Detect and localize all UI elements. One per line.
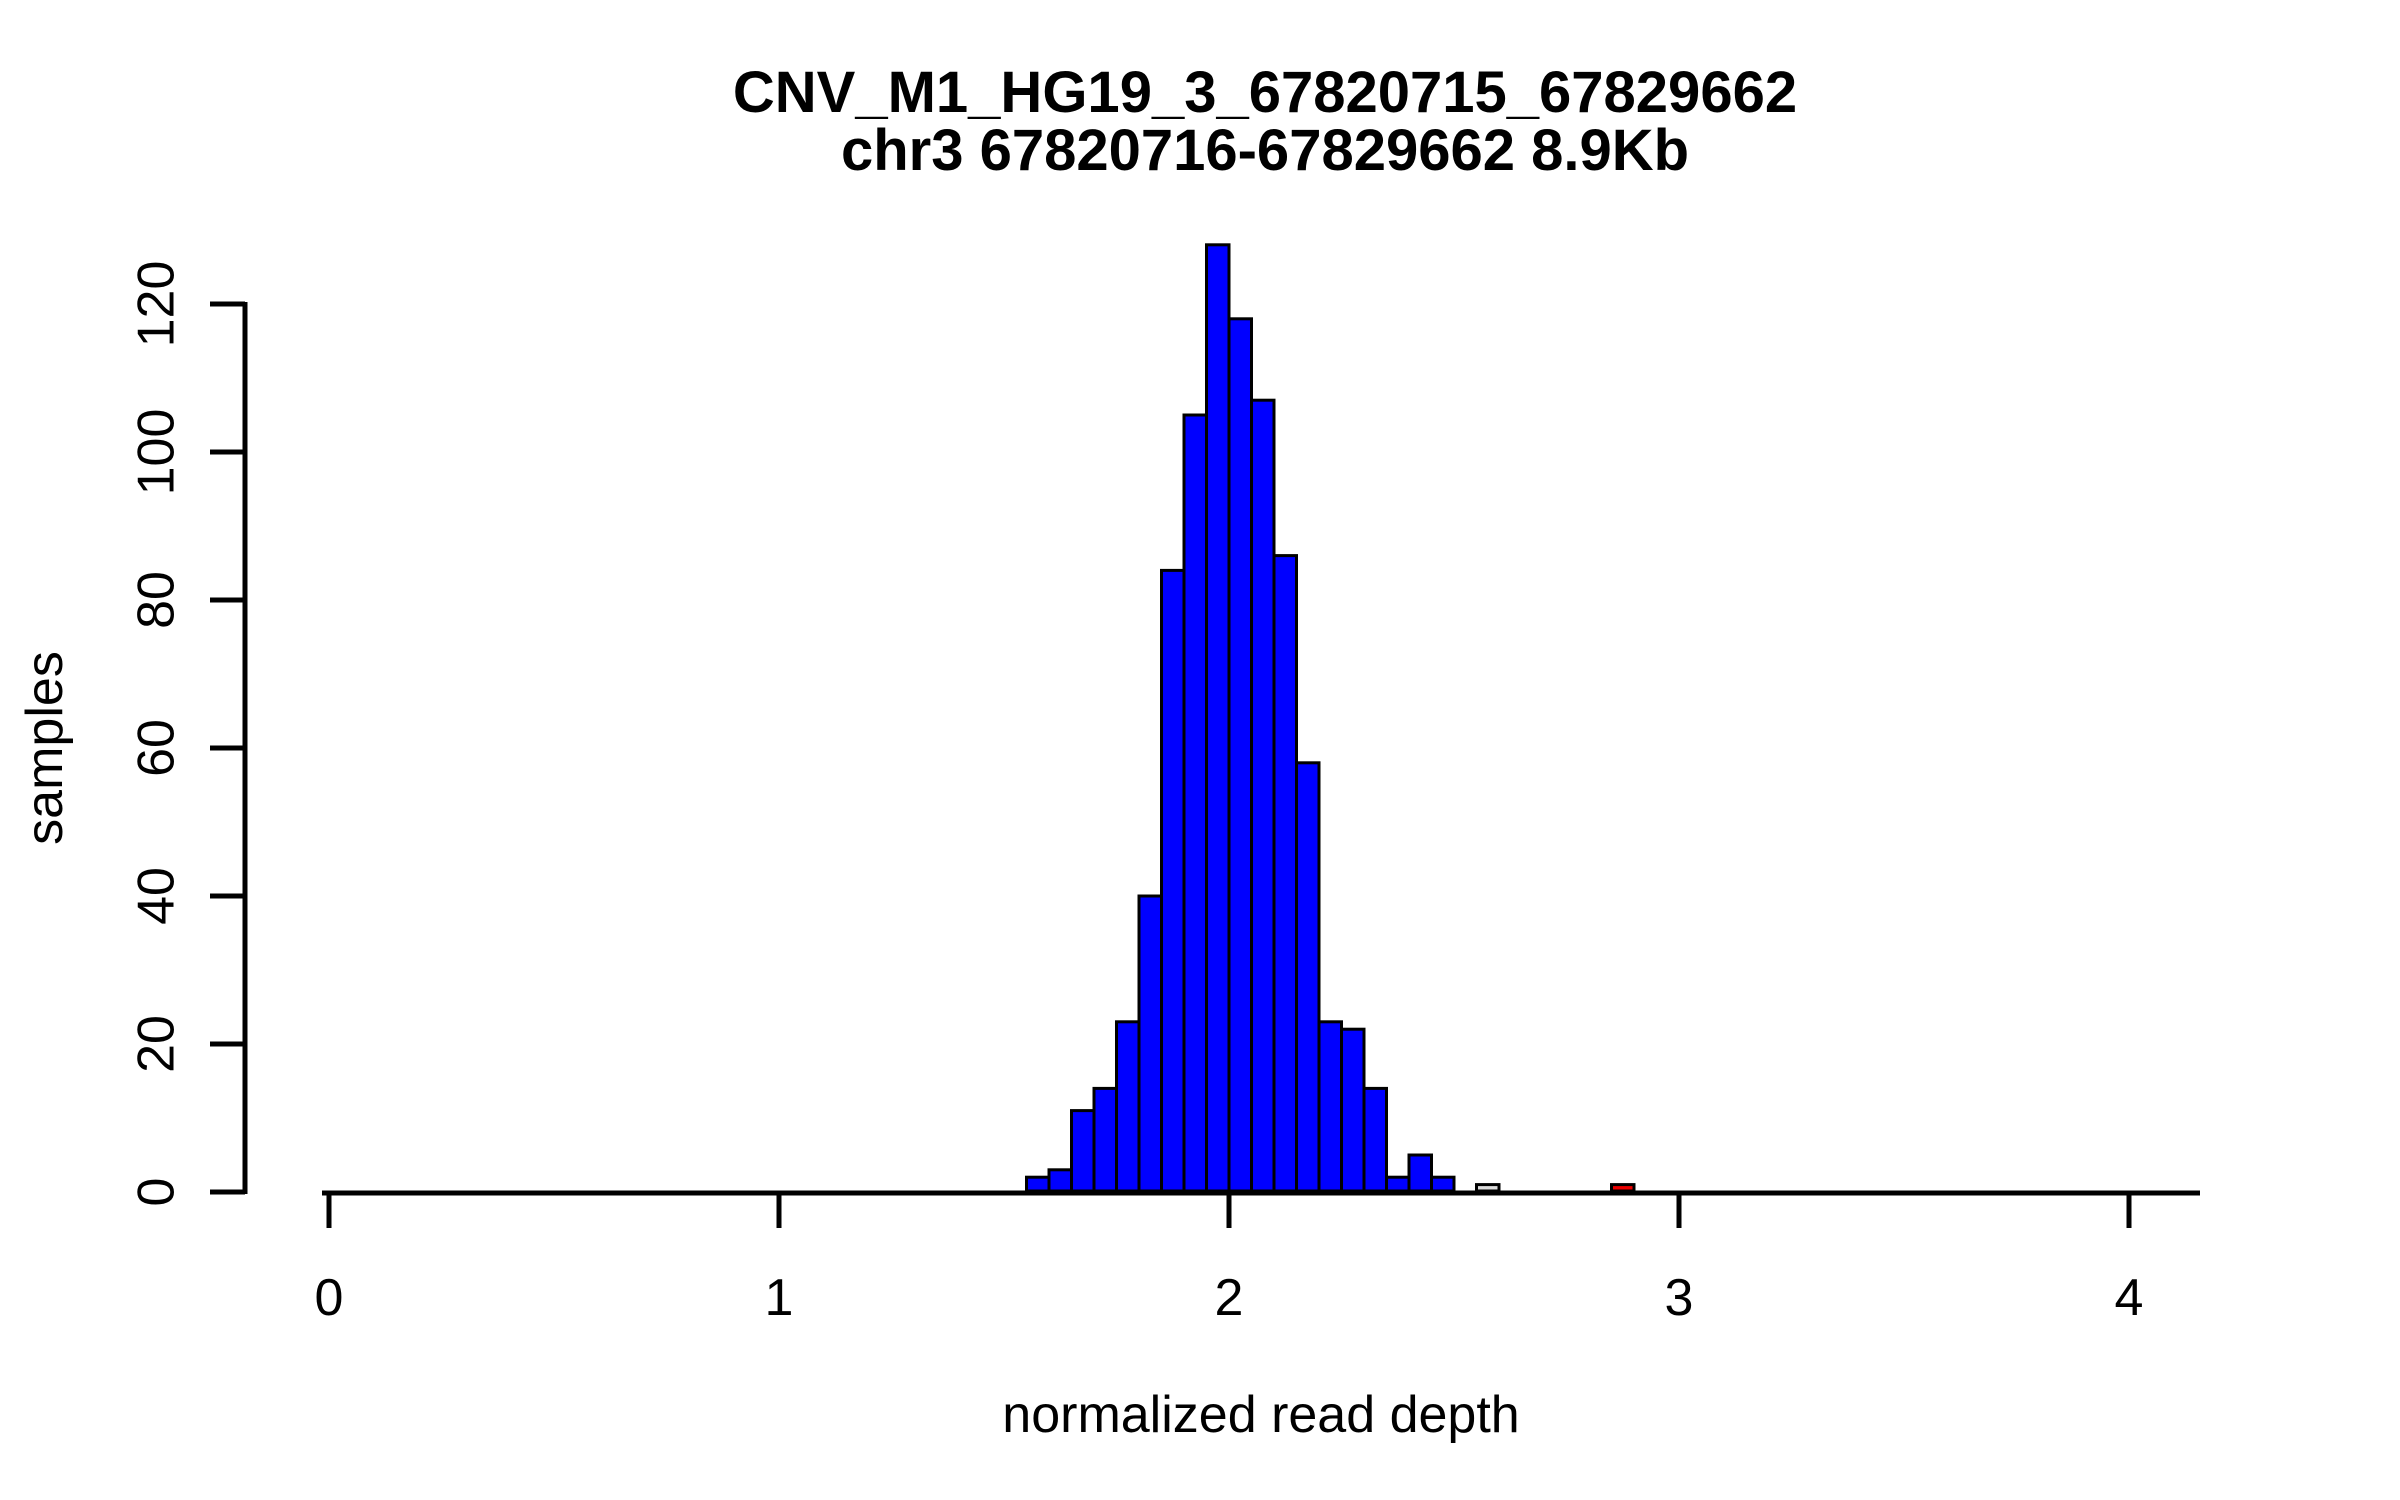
x-axis-title: normalized read depth (1002, 1386, 1519, 1444)
y-tick-label: 80 (128, 571, 186, 629)
histogram-bar (1025, 1175, 1051, 1193)
histogram-bar (1160, 568, 1186, 1193)
y-tick-label: 40 (128, 867, 186, 925)
x-tick-label: 1 (765, 1269, 794, 1327)
y-tick-label: 20 (128, 1015, 186, 1073)
x-axis-ticks: 0 1 2 3 4 (315, 1193, 2144, 1327)
x-tick-label: 2 (1215, 1269, 1244, 1327)
histogram-bar (1047, 1168, 1073, 1193)
histogram-bar (1205, 243, 1231, 1193)
y-tick-label: 120 (128, 261, 186, 348)
histogram-bar (1362, 1086, 1388, 1193)
x-tick-label: 0 (315, 1269, 344, 1327)
histogram-bar (1250, 398, 1276, 1193)
y-axis-title: samples (16, 651, 74, 845)
histogram-bar (1137, 894, 1163, 1193)
histogram-bar (1182, 413, 1208, 1193)
histogram-bar (1227, 317, 1253, 1193)
histogram-bar (1430, 1175, 1456, 1193)
histogram-bar (1407, 1153, 1433, 1193)
histogram-bar (1385, 1175, 1411, 1193)
histogram-bar (1295, 761, 1321, 1193)
histogram-bar (1070, 1109, 1096, 1193)
x-tick-label: 3 (1665, 1269, 1694, 1327)
y-axis-ticks: 0 20 40 60 80 100 120 (128, 261, 245, 1207)
histogram-bar (1340, 1027, 1366, 1193)
histogram-bars (1025, 243, 1636, 1193)
y-tick-label: 0 (128, 1178, 186, 1207)
histogram-bar (1272, 554, 1298, 1193)
y-tick-label: 60 (128, 719, 186, 777)
plot-subtitle: chr3 67820716-67829662 8.9Kb (841, 118, 1689, 183)
histogram-bar (1610, 1183, 1636, 1193)
x-tick-label: 4 (2115, 1269, 2144, 1327)
plot-title: CNV_M1_HG19_3_67820715_67829662 (733, 60, 1797, 125)
histogram-bar (1475, 1183, 1501, 1193)
histogram-bar (1317, 1020, 1343, 1193)
histogram-bar (1115, 1020, 1141, 1193)
histogram-bar (1092, 1086, 1118, 1193)
y-tick-label: 100 (128, 409, 186, 496)
